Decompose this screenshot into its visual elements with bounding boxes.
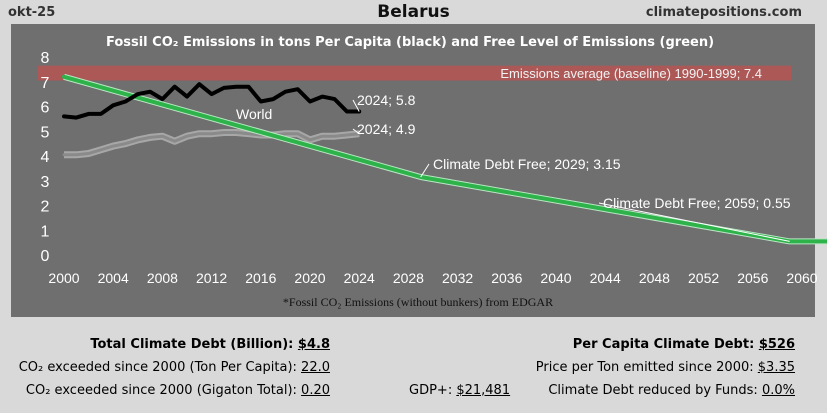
x-tick-label: 2028 xyxy=(393,270,424,286)
total-debt-label: Total Climate Debt (Billion): xyxy=(90,337,294,352)
x-tick-label: 2016 xyxy=(245,270,276,286)
exceeded-ton-row: CO₂ exceeded since 2000 (Ton Per Capita)… xyxy=(19,360,330,375)
gdp-value: $21,481 xyxy=(456,383,511,398)
y-tick-label: 7 xyxy=(41,75,50,92)
y-tick-label: 3 xyxy=(41,174,50,191)
total-debt-value: $4.8 xyxy=(297,337,330,352)
price-row: Price per Ton emitted since 2000: $3.35 xyxy=(536,360,795,375)
site-label: climatepositions.com xyxy=(645,5,802,20)
baseline-label: Emissions average (baseline) 1990-1999; … xyxy=(500,66,762,81)
exceeded-gt-label: CO₂ exceeded since 2000 (Gigaton Total): xyxy=(25,383,297,398)
debt-free-2059-label: Climate Debt Free; 2059; 0.55 xyxy=(603,195,791,211)
y-tick-label: 8 xyxy=(41,50,50,67)
world-2024-label: 2024; 4.9 xyxy=(357,121,416,137)
debt-free-2029-label: Climate Debt Free; 2029; 3.15 xyxy=(433,156,621,172)
debt-free-2059-label-leader xyxy=(598,202,790,242)
gdp-label: GDP+: xyxy=(409,383,453,398)
price-value: $3.35 xyxy=(757,360,795,375)
funds-label: Climate Debt reduced by Funds: xyxy=(548,383,758,398)
y-tick-label: 6 xyxy=(41,100,50,117)
x-tick-label: 2032 xyxy=(442,270,473,286)
x-tick-label: 2008 xyxy=(147,270,178,286)
belarus-2024-label: 2024; 5.8 xyxy=(357,92,416,108)
page-title: Belarus xyxy=(377,2,450,22)
x-tick-label: 2020 xyxy=(294,270,325,286)
x-tick-label: 2004 xyxy=(98,270,129,286)
x-tick-label: 2056 xyxy=(737,270,768,286)
x-tick-label: 2060 xyxy=(786,270,817,286)
world-label: World xyxy=(236,106,272,122)
world-2024-label-leader xyxy=(352,128,360,135)
exceeded-ton-label: CO₂ exceeded since 2000 (Ton Per Capita)… xyxy=(18,360,297,375)
per-capita-row: Per Capita Climate Debt: $526 xyxy=(573,337,795,352)
baseline-band xyxy=(38,65,791,81)
exceeded-gt-row: CO₂ exceeded since 2000 (Gigaton Total):… xyxy=(26,383,330,398)
x-tick-label: 2052 xyxy=(688,270,719,286)
belarus-2024-label-leader xyxy=(352,99,360,112)
chart: Fossil CO₂ Emissions in tons Per Capita … xyxy=(11,24,827,317)
x-tick-label: 2048 xyxy=(639,270,670,286)
per-capita-value: $526 xyxy=(758,337,795,352)
x-tick-label: 2012 xyxy=(196,270,227,286)
exceeded-gt-value: 0.20 xyxy=(301,383,330,398)
date-label: okt-25 xyxy=(8,5,56,20)
y-tick-label: 1 xyxy=(41,223,50,240)
exceeded-ton-value: 22.0 xyxy=(301,360,330,375)
y-tick-label: 0 xyxy=(41,248,50,265)
chart-footnote: *Fossil CO₂ Emissions (without bunkers) … xyxy=(283,295,553,309)
price-label: Price per Ton emitted since 2000: xyxy=(535,360,754,375)
y-tick-label: 4 xyxy=(41,149,50,166)
debt-free-2029-label-leader xyxy=(420,163,430,178)
y-tick-label: 5 xyxy=(41,124,50,141)
gdp-row: GDP+: $21,481 xyxy=(409,383,510,398)
x-tick-label: 2036 xyxy=(491,270,522,286)
belarus-emissions-line xyxy=(62,82,362,120)
chart-title: Fossil CO₂ Emissions in tons Per Capita … xyxy=(106,35,714,50)
world-emissions-line xyxy=(62,131,361,157)
x-tick-label: 2024 xyxy=(344,270,375,286)
x-tick-label: 2040 xyxy=(540,270,571,286)
per-capita-label: Per Capita Climate Debt: xyxy=(572,337,755,352)
x-tick-label: 2000 xyxy=(48,270,79,286)
funds-value: 0.0% xyxy=(761,383,795,398)
x-tick-label: 2044 xyxy=(590,270,621,286)
funds-row: Climate Debt reduced by Funds: 0.0% xyxy=(548,383,795,398)
y-tick-label: 2 xyxy=(41,199,50,216)
total-debt-row: Total Climate Debt (Billion): $4.8 xyxy=(90,337,330,352)
